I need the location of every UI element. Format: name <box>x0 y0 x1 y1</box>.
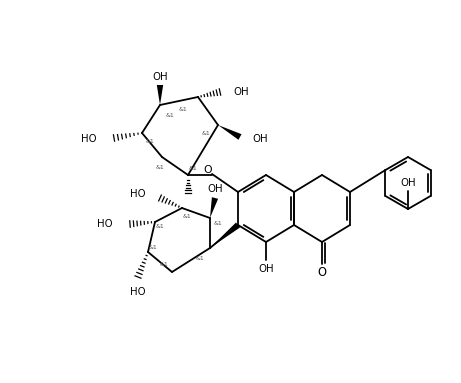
Text: OH: OH <box>252 134 268 144</box>
Polygon shape <box>210 197 218 218</box>
Text: &1: &1 <box>148 244 157 249</box>
Text: &1: &1 <box>195 255 204 260</box>
Polygon shape <box>210 223 240 248</box>
Text: &1: &1 <box>183 213 191 218</box>
Text: O: O <box>318 265 326 278</box>
Text: HO: HO <box>130 287 146 297</box>
Text: OH: OH <box>207 184 223 194</box>
Text: &1: &1 <box>165 113 174 118</box>
Text: &1: &1 <box>146 139 154 144</box>
Text: OH: OH <box>152 72 168 82</box>
Text: &1: &1 <box>178 106 187 111</box>
Text: OH: OH <box>258 264 274 274</box>
Text: HO: HO <box>82 134 97 144</box>
Text: O: O <box>204 165 213 175</box>
Text: &1: &1 <box>160 262 168 267</box>
Polygon shape <box>218 125 242 140</box>
Text: &1: &1 <box>201 131 210 136</box>
Text: &1: &1 <box>156 165 165 170</box>
Text: &1: &1 <box>156 224 165 229</box>
Text: HO: HO <box>97 219 113 229</box>
Polygon shape <box>157 85 163 105</box>
Text: &1: &1 <box>189 165 197 170</box>
Text: HO: HO <box>130 189 146 199</box>
Text: OH: OH <box>233 87 248 97</box>
Text: &1: &1 <box>213 221 222 226</box>
Text: OH: OH <box>400 178 416 188</box>
